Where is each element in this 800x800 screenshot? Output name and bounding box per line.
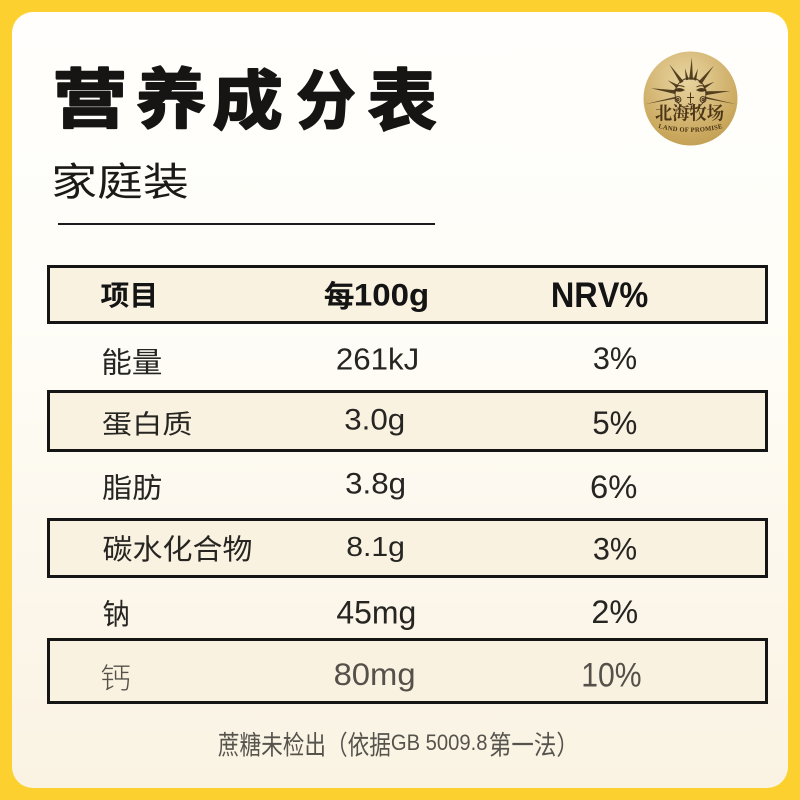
svg-text:261kJ: 261kJ <box>336 342 419 377</box>
svg-text:80mg: 80mg <box>334 657 416 692</box>
svg-text:100g: 100g <box>354 277 429 312</box>
svg-text:8.1g: 8.1g <box>346 532 405 563</box>
svg-text:45mg: 45mg <box>336 594 416 630</box>
svg-text:3%: 3% <box>593 341 637 377</box>
svg-text:3.0g: 3.0g <box>344 403 405 436</box>
svg-text:10%: 10% <box>581 656 641 694</box>
svg-text:3%: 3% <box>593 531 637 567</box>
svg-text:GB 5009.8: GB 5009.8 <box>391 731 488 755</box>
svg-text:3.8g: 3.8g <box>345 467 406 500</box>
svg-text:NRV%: NRV% <box>551 276 648 316</box>
svg-text:2%: 2% <box>591 594 638 630</box>
svg-text:6%: 6% <box>590 468 637 505</box>
svg-text:LAND OF PROMISE: LAND OF PROMISE <box>658 123 724 134</box>
svg-text:5%: 5% <box>592 404 637 441</box>
